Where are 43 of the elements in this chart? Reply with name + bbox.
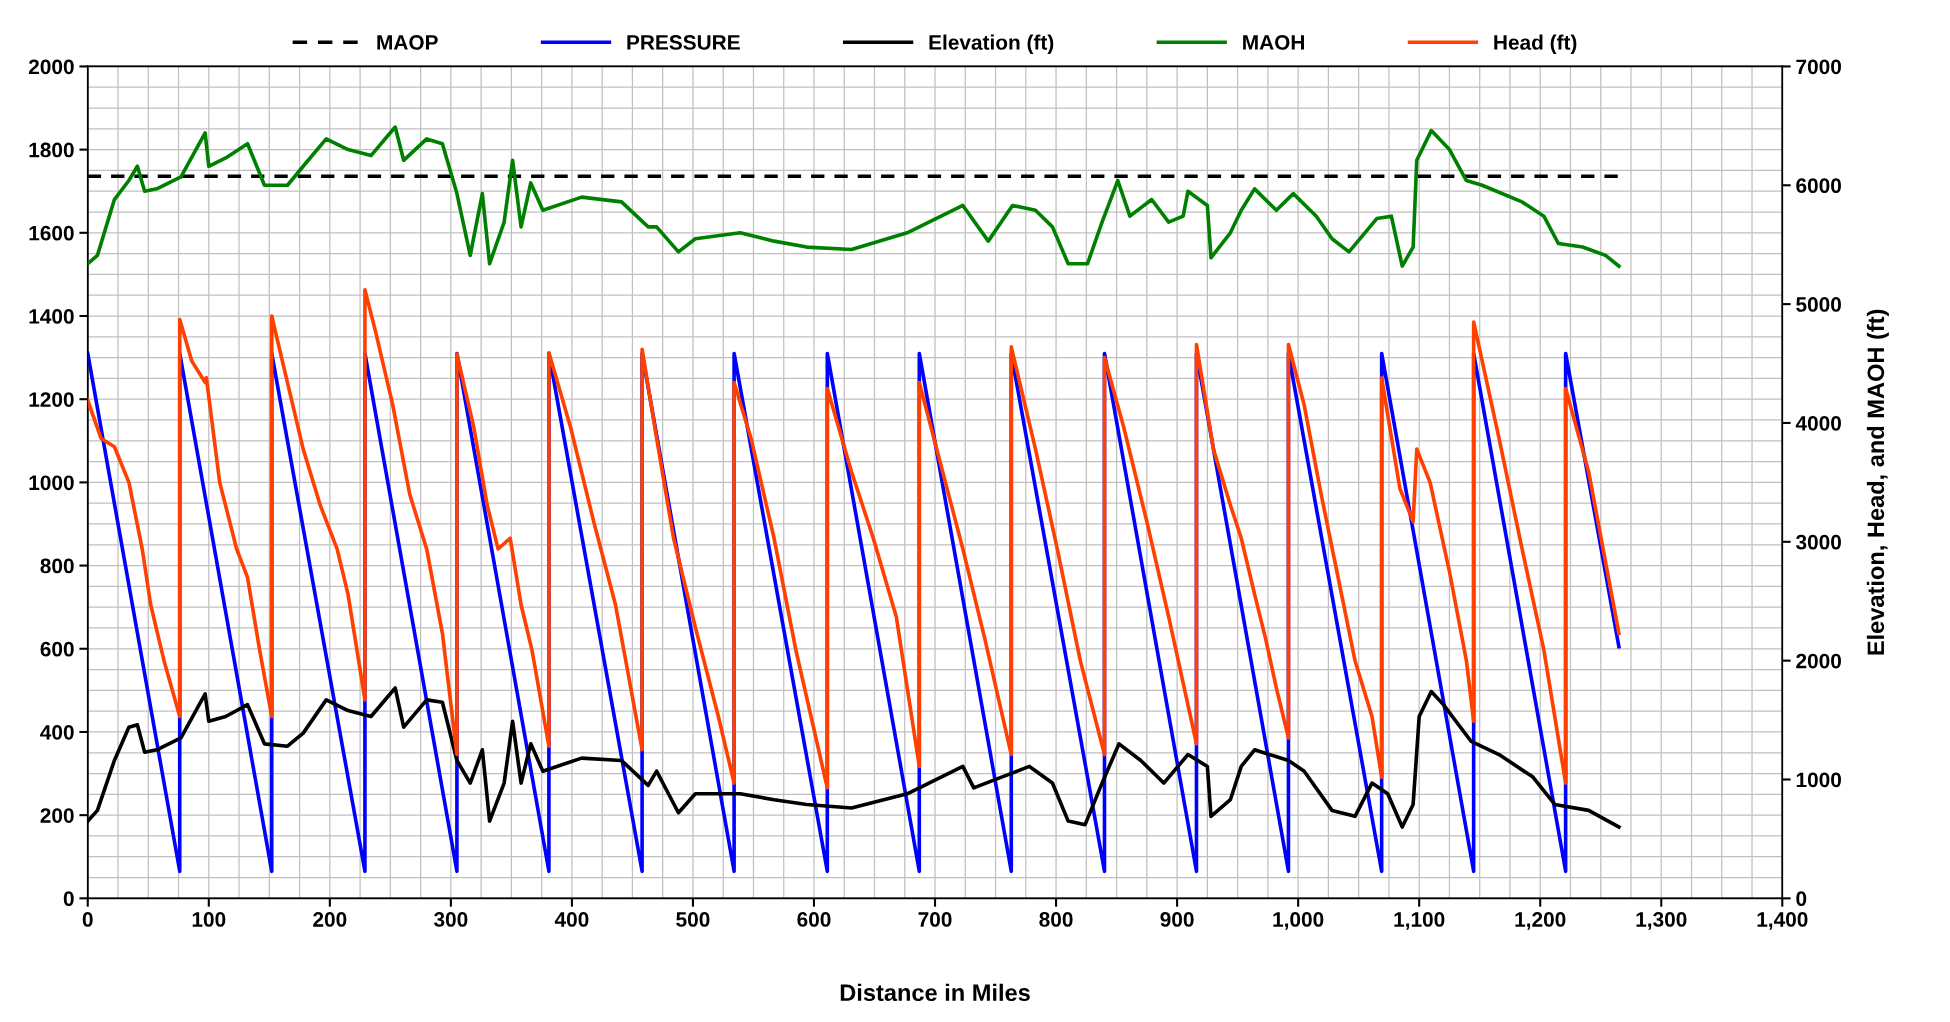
x-tick-label: 800 <box>1039 912 1073 927</box>
y2-tick-label: 2000 <box>1796 653 1841 669</box>
y-tick-label: 1400 <box>29 309 74 324</box>
y2-tick-label: 3000 <box>1795 534 1841 550</box>
x-tick-label: 200 <box>313 912 347 927</box>
legend-label: Elevation (ft) <box>929 34 1054 54</box>
x-tick-label: 1,100 <box>1394 912 1445 930</box>
y2-tick-label: 4000 <box>1795 415 1841 431</box>
x-tick-label: 600 <box>797 912 831 927</box>
y-tick-label: 1200 <box>29 392 74 407</box>
y2-axis-title: Elevation, Head, and MAOH (ft) <box>1866 309 1889 655</box>
x-tick-label: 100 <box>192 912 226 927</box>
y-tick-label: 1600 <box>29 225 74 241</box>
line-series <box>87 125 1621 268</box>
y-tick-label: 800 <box>40 558 74 574</box>
x-tick-label: 1,000 <box>1273 912 1324 930</box>
x-tick-label: 1,200 <box>1515 912 1566 930</box>
y2-tick-label: 0 <box>1796 891 1807 907</box>
legend-label: Head (ft) <box>1494 34 1577 54</box>
x-tick-label: 700 <box>918 912 952 927</box>
y2-tick-label: 1000 <box>1796 772 1841 788</box>
legend-label: MAOH <box>1243 35 1305 50</box>
y2-tick-label: 5000 <box>1796 297 1841 312</box>
x-tick-label: 1,300 <box>1636 912 1687 930</box>
y-tick-label: 600 <box>40 641 74 657</box>
x-tick-label: 900 <box>1160 912 1194 927</box>
y2-tick-label: 7000 <box>1796 59 1841 75</box>
legend-label: MAOP <box>377 35 438 50</box>
y-tick-label: 1800 <box>29 142 74 158</box>
x-tick-label: 400 <box>554 912 589 927</box>
x-tick-label: 300 <box>433 912 468 927</box>
y-tick-label: 200 <box>40 808 74 823</box>
y-tick-label: 2000 <box>28 59 74 75</box>
x-axis-title: Distance in Miles <box>840 983 1030 1002</box>
x-tick-label: 0 <box>82 912 93 927</box>
y-tick-label: 1000 <box>29 475 74 491</box>
x-tick-label: 500 <box>676 912 710 927</box>
x-tick-label: 1,400 <box>1757 912 1808 930</box>
y-tick-label: 400 <box>40 724 74 740</box>
legend-label: PRESSURE <box>627 35 740 50</box>
y-tick-label: 0 <box>63 891 74 907</box>
line-series <box>87 288 1621 790</box>
y2-tick-label: 6000 <box>1796 178 1841 194</box>
